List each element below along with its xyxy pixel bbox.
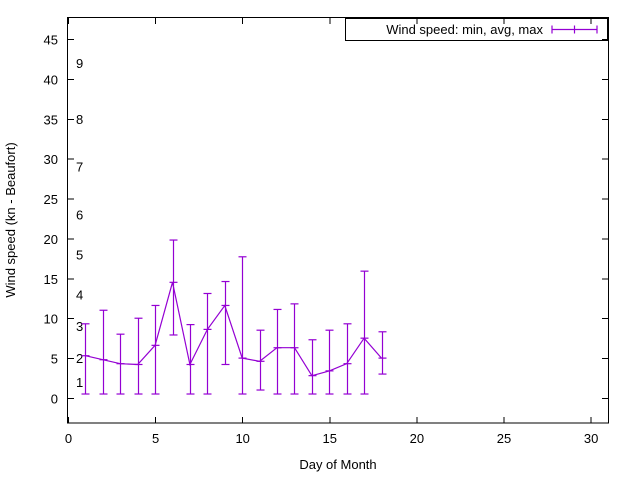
- y-tick-label: 40: [44, 72, 58, 87]
- error-bar: [343, 323, 352, 395]
- x-tick-label: 30: [584, 431, 598, 446]
- legend: Wind speed: min, avg, max: [345, 18, 608, 41]
- y-tick-label: 0: [51, 392, 58, 407]
- error-bar: [203, 292, 212, 395]
- x-tick-label: 10: [235, 431, 249, 446]
- x-axis-title: Day of Month: [299, 457, 376, 472]
- y-tick-label: 35: [44, 112, 58, 127]
- y-tick-label: 25: [44, 192, 58, 207]
- x-tick-label: 5: [152, 431, 159, 446]
- y-tick-label: 5: [51, 352, 58, 367]
- beaufort-scale-labels: 1 2 3 4 5 6 7 8 9: [76, 56, 83, 390]
- error-bar: [186, 324, 195, 395]
- y-tick-label: 15: [44, 272, 58, 287]
- beaufort-tick-label: 8: [76, 112, 83, 127]
- beaufort-tick-label: 2: [76, 351, 83, 366]
- error-bar: [290, 303, 299, 395]
- error-bar: [273, 308, 282, 395]
- error-bar: [360, 270, 369, 395]
- beaufort-tick-label: 9: [76, 56, 83, 71]
- error-bar: [221, 280, 230, 366]
- beaufort-tick-label: 6: [76, 208, 83, 223]
- plot-area-border: [67, 17, 609, 424]
- legend-errorbar-marker: [551, 25, 598, 34]
- x-tick-label: 15: [323, 431, 337, 446]
- beaufort-tick-label: 4: [76, 287, 83, 302]
- series-wind-speed: [81, 239, 387, 395]
- beaufort-tick-label: 1: [76, 375, 83, 390]
- error-bar: [325, 329, 334, 395]
- y-tick-label: 45: [44, 33, 58, 48]
- beaufort-tick-label: 7: [76, 160, 83, 175]
- y-tick-label: 10: [44, 312, 58, 327]
- error-bar: [308, 339, 317, 395]
- x-axis-ticks: 0 5 10 15 20 25 30: [65, 18, 598, 446]
- legend-border: [345, 18, 608, 41]
- x-tick-label: 0: [65, 431, 72, 446]
- x-tick-label: 25: [497, 431, 511, 446]
- error-bar: [378, 331, 387, 375]
- x-tick-label: 20: [410, 431, 424, 446]
- beaufort-tick-label: 3: [76, 319, 83, 334]
- legend-label: Wind speed: min, avg, max: [386, 22, 543, 37]
- beaufort-tick-label: 5: [76, 247, 83, 262]
- avg-wind-speed-line: [85, 282, 382, 377]
- y-tick-label: 30: [44, 152, 58, 167]
- error-bar: [238, 256, 247, 395]
- y-tick-label: 20: [44, 232, 58, 247]
- y-axis-title: Wind speed (kn - Beaufort): [3, 142, 18, 297]
- error-bar: [134, 317, 143, 395]
- error-bar: [99, 309, 108, 395]
- error-bar: [151, 304, 160, 395]
